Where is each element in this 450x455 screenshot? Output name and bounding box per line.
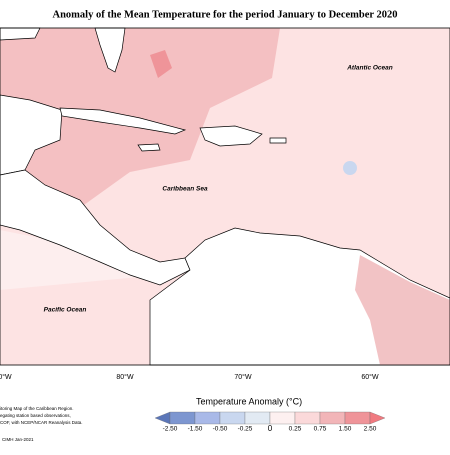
longitude-label: 80°W: [116, 373, 134, 381]
map-frame: [0, 27, 450, 366]
legend-swatch: [219, 411, 246, 425]
note: itoring Map of the Caribbean Region.: [0, 406, 74, 411]
longitude-label: 70°W: [234, 373, 252, 381]
legend-swatch: [344, 411, 371, 425]
note: COF, with NCEP/NCAR Reanalysis Data.: [0, 420, 83, 425]
legend-tick-label: -0.50: [213, 426, 228, 433]
cuba: [59, 107, 187, 135]
jamaica: [137, 143, 161, 152]
legend-tick-label: 0: [268, 424, 273, 433]
map-title: Anomaly of the Mean Temperature for the …: [53, 9, 398, 20]
legend-swatch: [319, 411, 346, 425]
legend-tick-label: 2.50: [364, 426, 377, 433]
land-north: [0, 27, 41, 41]
ocean-anomaly-pale: [0, 230, 160, 290]
place-label: Atlantic Ocean: [346, 65, 393, 72]
legend-swatch: [194, 411, 221, 425]
cool-spot: [343, 161, 357, 175]
place-label: Pacific Ocean: [44, 307, 87, 314]
hotspot: [150, 50, 172, 78]
land-anomaly: [355, 255, 450, 365]
legend-tick-label: -1.50: [188, 426, 203, 433]
place-label: Caribbean Sea: [162, 186, 208, 193]
legend-tick-label: -2.50: [163, 426, 178, 433]
legend-tick-label: 1.50: [339, 426, 352, 433]
legend-tick-label: -0.25: [238, 426, 253, 433]
hispaniola: [199, 125, 263, 147]
legend-swatch: [294, 411, 321, 425]
legend-tick-label: 0.75: [314, 426, 327, 433]
note: egating station based observations,: [0, 413, 71, 418]
legend-arrow: [369, 411, 386, 425]
legend-title: Temperature Anomaly (°C): [196, 396, 302, 406]
legend-tick-label: 0.25: [289, 426, 302, 433]
legend-swatch: [269, 411, 296, 425]
legend-swatch: [169, 411, 196, 425]
legend-swatch: [244, 411, 271, 425]
longitude-label: 60°W: [361, 373, 379, 381]
longitude-label: 0°W: [0, 373, 12, 381]
puerto-rico: [269, 137, 287, 144]
credit: CIMH Jan-2021: [2, 437, 34, 442]
